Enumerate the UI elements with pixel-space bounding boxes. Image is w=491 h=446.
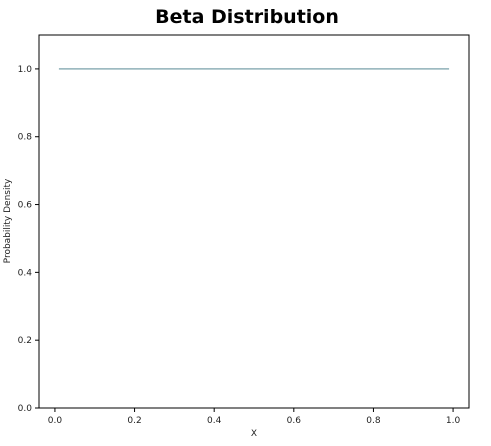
y-tick-label: 0.8 [18, 133, 33, 143]
x-tick-label: 0.4 [207, 416, 222, 426]
x-axis: 0.0 0.2 0.4 0.6 0.8 1.0 [48, 408, 461, 426]
y-tick-label: 0.0 [18, 404, 33, 414]
x-tick-label: 0.0 [48, 416, 63, 426]
y-tick-label: 0.4 [18, 268, 33, 278]
chart-title: Beta Distribution [155, 6, 339, 28]
x-tick-label: 0.2 [127, 416, 141, 426]
y-tick-label: 1.0 [18, 65, 33, 75]
y-tick-label: 0.6 [18, 201, 33, 211]
x-axis-label: X [251, 429, 257, 439]
y-axis-label: Probability Density [3, 178, 13, 263]
x-tick-label: 0.6 [287, 416, 302, 426]
y-axis: 0.0 0.2 0.4 0.6 0.8 1.0 [18, 65, 39, 414]
plot-area-frame [38, 34, 470, 409]
x-tick-label: 1.0 [446, 416, 461, 426]
x-tick-label: 0.8 [366, 416, 381, 426]
y-tick-label: 0.2 [18, 336, 32, 346]
